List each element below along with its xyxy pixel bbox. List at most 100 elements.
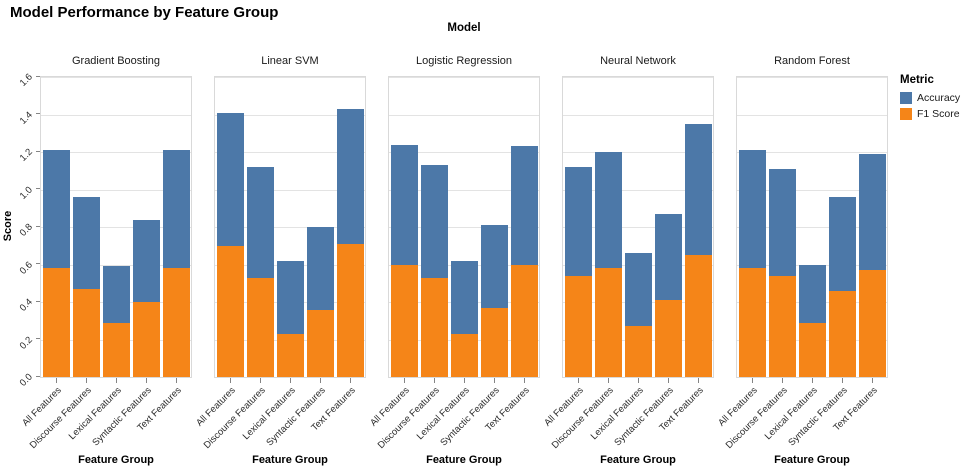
y-axis-tick <box>36 263 41 264</box>
facet-title: Logistic Regression <box>416 55 512 67</box>
f1-score-segment <box>42 268 70 377</box>
stacked-bar <box>768 168 796 377</box>
stacked-bar <box>654 213 682 377</box>
stacked-bar <box>684 123 712 377</box>
x-axis-tick <box>752 378 753 383</box>
stacked-bar <box>564 167 592 377</box>
f1-score-segment <box>216 245 244 377</box>
x-axis-tick <box>56 378 57 383</box>
accuracy-segment <box>510 146 538 265</box>
y-axis-tick <box>36 225 41 227</box>
accuracy-segment <box>132 219 160 302</box>
facet-plot-area <box>388 76 540 378</box>
chart-title: Model Performance by Feature Group <box>10 4 279 21</box>
facet-random-forest: Random Forest All Features Discourse Featu… <box>716 46 888 466</box>
stacked-bar <box>858 153 886 377</box>
accuracy-segment <box>306 227 334 310</box>
gridline <box>563 227 713 228</box>
legend-title: Metric <box>900 74 934 86</box>
y-axis-tick-label: 1.2 <box>17 146 35 164</box>
x-axis-tick <box>404 378 405 383</box>
facet-gradient-boosting: Gradient Boosting All Features Discourse F… <box>20 46 192 466</box>
accuracy-segment <box>624 253 652 327</box>
y-axis-tick <box>36 338 41 339</box>
gridline <box>737 227 887 228</box>
f1-score-segment <box>450 333 478 377</box>
f1-score-segment <box>420 277 448 377</box>
accuracy-segment <box>336 108 364 244</box>
gridline <box>737 114 887 116</box>
gridline <box>563 77 713 78</box>
f1-score-segment <box>858 270 886 377</box>
facet-plot-area <box>40 76 192 378</box>
accuracy-segment <box>564 167 592 276</box>
y-axis-tick-label: 0.0 <box>17 371 35 389</box>
accuracy-segment <box>828 197 856 291</box>
gridline <box>389 114 539 116</box>
f1-score-segment <box>654 300 682 377</box>
stacked-bar <box>162 150 190 377</box>
accuracy-segment <box>216 112 244 246</box>
x-axis-tick <box>494 378 495 383</box>
f1-score-segment <box>684 255 712 377</box>
gridline <box>563 114 713 116</box>
stacked-bar <box>132 219 160 377</box>
stacked-bar <box>624 253 652 377</box>
y-axis-tick-label: 0.2 <box>17 334 35 352</box>
x-axis-title: Feature Group <box>600 454 676 466</box>
gridline <box>389 189 539 191</box>
facet-linear-svm: Linear SVM All Features Discourse Features… <box>194 46 366 466</box>
f1-score-segment <box>132 302 160 377</box>
x-axis-tick <box>812 378 813 383</box>
x-axis-title: Feature Group <box>78 454 154 466</box>
accuracy-segment <box>450 260 478 334</box>
x-axis-tick <box>116 378 117 383</box>
legend-label: F1 Score <box>917 108 960 120</box>
f1-score-segment <box>306 309 334 377</box>
gridline <box>737 189 887 191</box>
stacked-bar <box>738 150 766 377</box>
stacked-bar <box>246 167 274 377</box>
y-axis-tick-label: 0.6 <box>17 259 35 277</box>
gridline <box>389 152 539 153</box>
legend-swatch-accuracy <box>900 92 912 104</box>
gridline <box>41 77 191 78</box>
accuracy-segment <box>594 152 622 269</box>
x-axis-tick <box>638 378 639 383</box>
stacked-bar <box>510 146 538 377</box>
gridline <box>41 189 191 191</box>
accuracy-segment <box>246 167 274 278</box>
x-axis-tick <box>260 378 261 383</box>
f1-score-segment <box>738 268 766 377</box>
y-axis-tick-label: 0.8 <box>17 221 35 239</box>
stacked-bar <box>594 152 622 377</box>
stacked-bar <box>276 260 304 377</box>
x-axis-tick <box>434 378 435 383</box>
accuracy-segment <box>858 153 886 271</box>
legend-item: F1 Score <box>900 108 960 120</box>
y-axis-tick-label: 1.6 <box>17 71 35 89</box>
accuracy-segment <box>768 168 796 276</box>
x-axis-tick <box>842 378 843 383</box>
x-axis-labels: All Features Discourse Features Lexical Fe… <box>194 378 366 452</box>
f1-score-segment <box>162 268 190 377</box>
y-axis-tick <box>36 188 41 189</box>
stacked-bar <box>102 266 130 377</box>
gridline <box>389 77 539 78</box>
stacked-bar <box>420 165 448 377</box>
x-axis-labels: All Features Discourse Features Lexical Fe… <box>542 378 714 452</box>
legend-swatch-f1-score <box>900 108 912 120</box>
stacked-bar <box>798 264 826 377</box>
y-axis-tick <box>36 75 41 77</box>
accuracy-segment <box>420 165 448 278</box>
f1-score-segment <box>246 277 274 377</box>
x-axis-labels: All Features Discourse Features Lexical Fe… <box>716 378 888 452</box>
gridline <box>563 189 713 191</box>
f1-score-segment <box>624 326 652 377</box>
gridline <box>215 77 365 78</box>
gridline <box>215 114 365 116</box>
legend: Metric Accuracy F1 Score <box>900 74 960 124</box>
x-axis-tick <box>668 378 669 383</box>
x-axis-tick <box>290 378 291 383</box>
facet-title: Neural Network <box>600 55 676 67</box>
